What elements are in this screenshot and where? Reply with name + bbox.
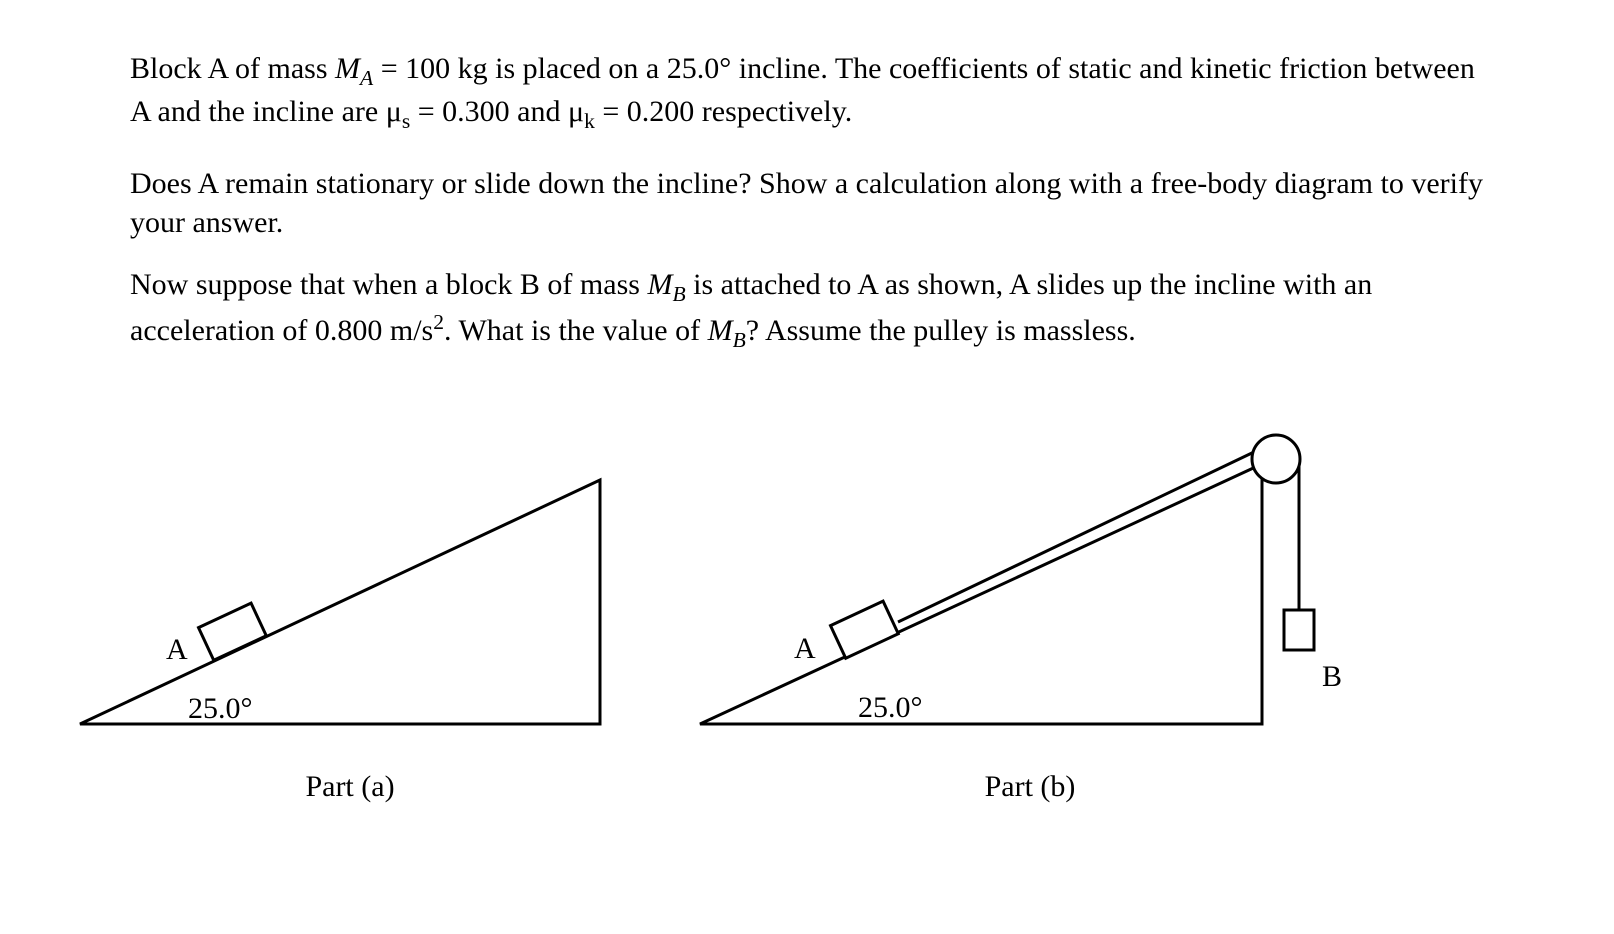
problem-statement: Block A of mass MA = 100 kg is placed on… (130, 50, 1484, 354)
svg-text:25.0°: 25.0° (188, 692, 253, 725)
problem-page: Block A of mass MA = 100 kg is placed on… (0, 0, 1614, 844)
svg-text:A: A (794, 632, 816, 665)
svg-text:A: A (166, 633, 188, 666)
figure-b-column: A 25.0° B Part (b) (690, 424, 1370, 804)
paragraph-3: Now suppose that when a block B of mass … (130, 266, 1484, 354)
paragraph-2: Does A remain stationary or slide down t… (130, 165, 1484, 242)
figure-a-column: A25.0° Part (a) (70, 424, 630, 804)
paragraph-1: Block A of mass MA = 100 kg is placed on… (130, 50, 1484, 135)
figure-b-caption: Part (b) (985, 770, 1076, 804)
incline-diagram-b: A 25.0° B (690, 424, 1370, 744)
svg-text:25.0°: 25.0° (858, 691, 923, 724)
figure-a-caption: Part (a) (305, 770, 394, 804)
figure-b-diagram: A 25.0° B (690, 424, 1370, 744)
incline-diagram-a: A25.0° (70, 424, 630, 744)
figures-row: A25.0° Part (a) A25.0°B Part (b) (70, 424, 1484, 804)
svg-text:B: B (1322, 660, 1342, 693)
figure-a-diagram: A25.0° (70, 424, 630, 744)
